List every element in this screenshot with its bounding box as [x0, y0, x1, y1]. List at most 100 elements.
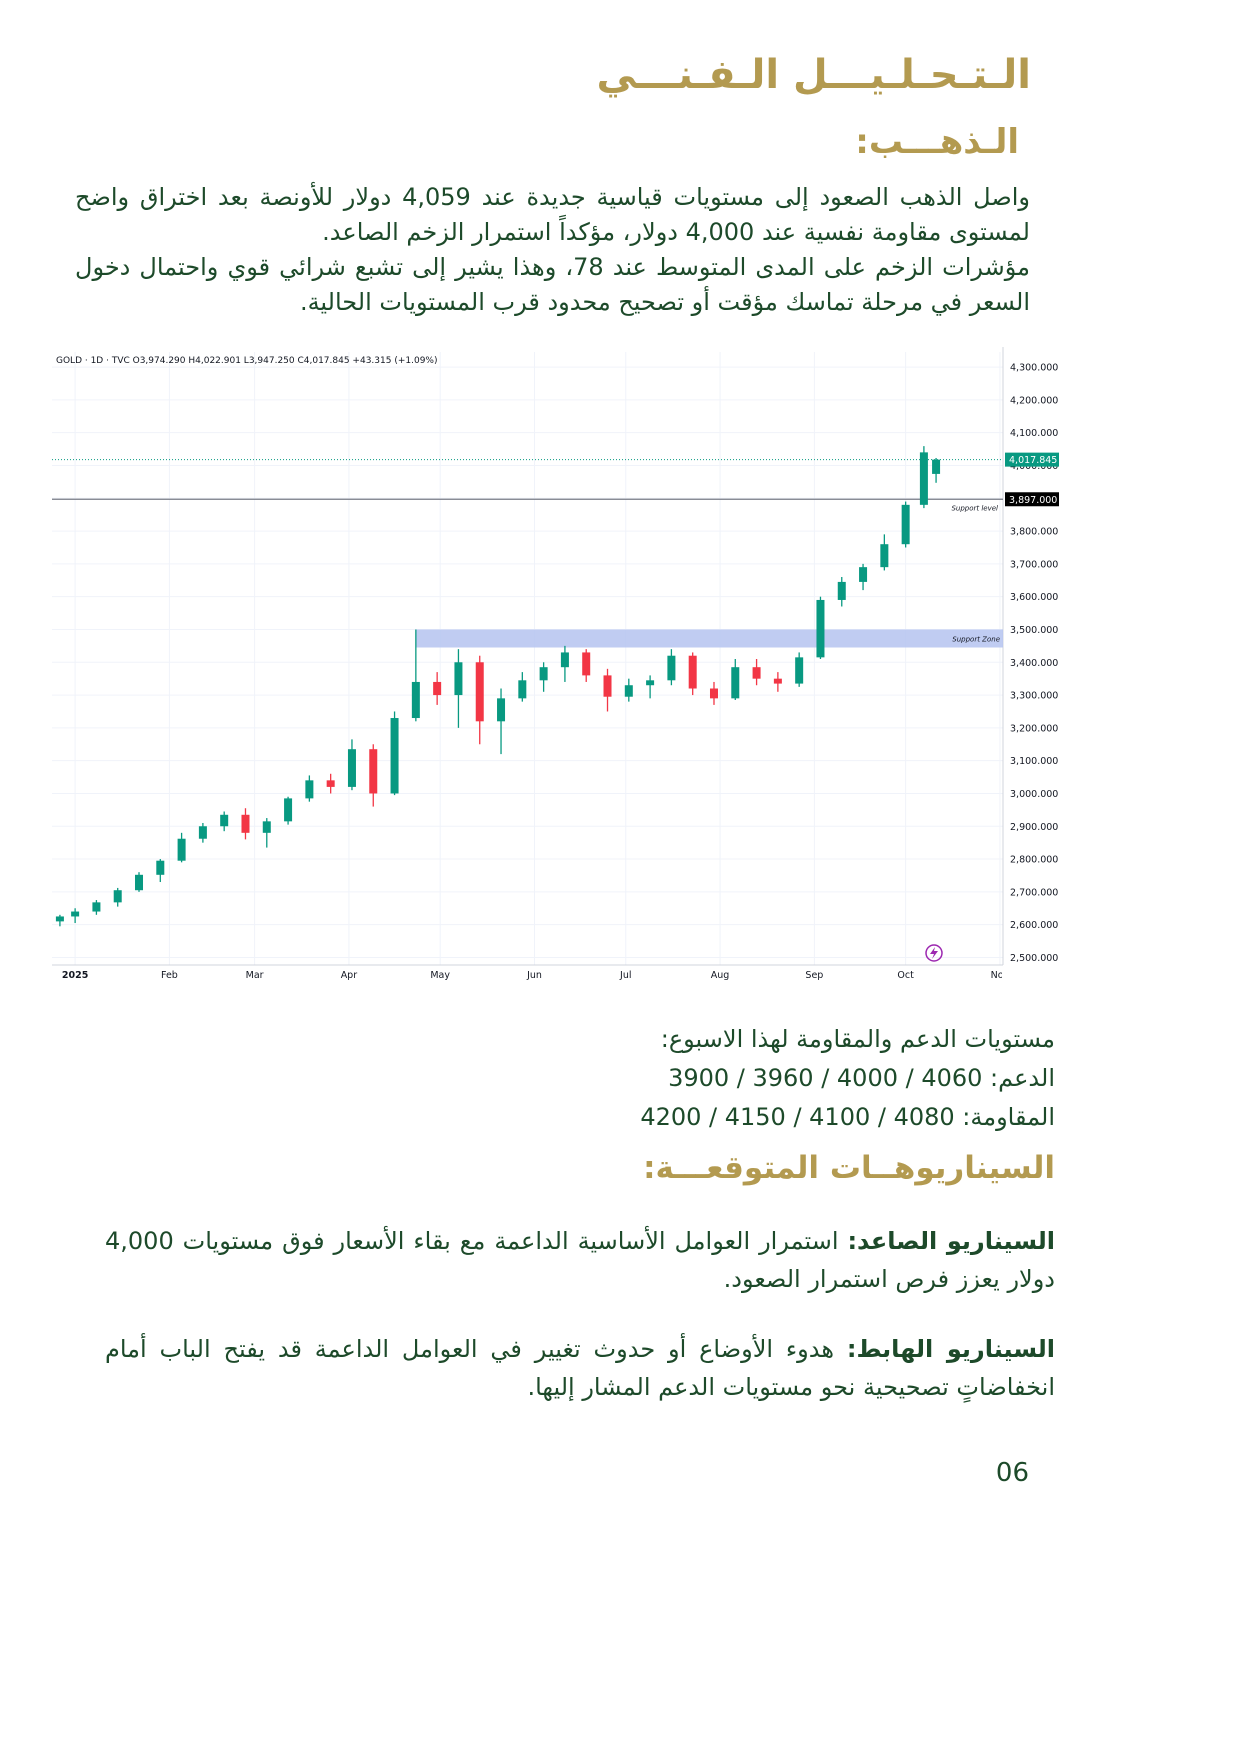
- candle-body: [113, 890, 122, 903]
- candle-body: [709, 688, 718, 699]
- page-number: 06: [995, 1458, 1029, 1488]
- y-tick-label: 2,700.000: [1010, 887, 1058, 898]
- last-price-label: 4,017.845: [1009, 455, 1057, 466]
- y-tick-label: 3,700.000: [1010, 559, 1058, 570]
- page-title: الـتـحـلـيـــل الـفـنـــي: [596, 52, 1031, 98]
- y-tick-label: 2,900.000: [1010, 822, 1058, 833]
- candle-body: [284, 798, 293, 822]
- candle-body: [305, 780, 314, 799]
- scenario-label: السيناريو الصاعد:: [847, 1227, 1055, 1255]
- x-tick-label: Oct: [897, 970, 914, 981]
- y-tick-label: 3,300.000: [1010, 691, 1058, 702]
- support-levels: الدعم: 4060 / 4000 / 3960 / 3900: [668, 1064, 1055, 1092]
- candle-body: [220, 814, 229, 827]
- paragraph: مؤشرات الزخم على المدى المتوسط عند 78، و…: [75, 253, 1030, 316]
- scenario-body: هدوء الأوضاع أو حدوث تغيير في العوامل ال…: [105, 1335, 1055, 1401]
- support-price-label: 3,897.000: [1009, 495, 1057, 506]
- x-tick-label: Jun: [526, 970, 542, 981]
- scenario-body: استمرار العوامل الأساسية الداعمة مع بقاء…: [105, 1227, 1055, 1293]
- candle-body: [177, 838, 186, 861]
- scenario: السيناريو الهابط: هدوء الأوضاع أو حدوث ت…: [105, 1330, 1055, 1406]
- y-tick-label: 3,200.000: [1010, 723, 1058, 734]
- candle-body: [539, 667, 548, 681]
- candle-body: [560, 652, 569, 668]
- candle-body: [241, 814, 250, 833]
- chart: 2,500.000 2,600.000 2,700.000 2,800.000 2,90…: [40, 345, 1070, 990]
- y-tick-label: 2,800.000: [1010, 855, 1058, 866]
- candle-body: [55, 916, 64, 922]
- y-tick-label: 3,400.000: [1010, 658, 1058, 669]
- y-tick-label: 3,500.000: [1010, 625, 1058, 636]
- paragraph: واصل الذهب الصعود إلى مستويات قياسية جدي…: [75, 183, 1030, 246]
- candle-body: [156, 860, 165, 875]
- candle-body: [603, 675, 612, 697]
- y-tick-label: 3,100.000: [1010, 756, 1058, 767]
- candle-body: [390, 718, 399, 794]
- x-tick-label: May: [430, 970, 450, 981]
- y-tick-label: 3,800.000: [1010, 527, 1058, 538]
- candle-body: [92, 902, 101, 912]
- candle-body: [454, 662, 463, 696]
- candle-body: [646, 680, 655, 686]
- levels-heading: مستويات الدعم والمقاومة لهذا الاسبوع:: [660, 1025, 1055, 1053]
- x-tick-label: Sep: [805, 970, 823, 981]
- chart-background: [40, 345, 1070, 990]
- candle-body: [752, 667, 761, 679]
- resistance-levels: المقاومة: 4080 / 4100 / 4150 / 4200: [640, 1103, 1055, 1131]
- candle-body: [582, 652, 591, 676]
- candle-body: [411, 681, 420, 719]
- support-zone-label: Support Zone: [952, 635, 1000, 643]
- support-line-label: Support level: [951, 504, 998, 512]
- price-tag: [1005, 452, 1059, 467]
- section-title: الـذهـــب:: [855, 122, 1019, 162]
- candle-body: [932, 459, 941, 474]
- scenario-label: السيناريو الهابط:: [846, 1335, 1055, 1363]
- scenario-text: السيناريو الصاعد: استمرار العوامل الأساس…: [105, 1222, 1055, 1298]
- x-tick-label: Jul: [619, 970, 631, 981]
- candle-body: [135, 874, 144, 891]
- intro: واصل الذهب الصعود إلى مستويات قياسية جدي…: [75, 180, 1030, 320]
- levels: مستويات الدعم والمقاومة لهذا الاسبوع: ال…: [640, 1020, 1055, 1137]
- x-tick-label: Nov: [991, 970, 1010, 981]
- candle-body: [795, 657, 804, 684]
- y-tick-label: 2,600.000: [1010, 920, 1058, 931]
- candle-body: [880, 544, 889, 568]
- candle-body: [497, 698, 506, 722]
- chart-header: GOLD · 1D · TVC O3,974.290 H4,022.901 L3…: [56, 356, 437, 366]
- x-tick-label: Mar: [246, 970, 264, 981]
- candle-body: [198, 826, 207, 839]
- candle-body: [624, 685, 633, 697]
- price-tag: [1005, 492, 1059, 507]
- x-tick-label: Aug: [711, 970, 730, 981]
- y-tick-label: 4,100.000: [1010, 428, 1058, 439]
- candle-body: [773, 678, 782, 684]
- flash-icon: [925, 944, 943, 962]
- candle-body: [71, 911, 80, 917]
- candle-body: [688, 655, 697, 689]
- candle-body: [919, 452, 928, 505]
- y-tick-label: 3,600.000: [1010, 592, 1058, 603]
- scenario-text: السيناريو الهابط: هدوء الأوضاع أو حدوث ت…: [105, 1330, 1055, 1406]
- candle-body: [667, 655, 676, 681]
- x-tick-label: Apr: [341, 970, 358, 981]
- candle-body: [347, 749, 356, 787]
- candle-body: [518, 680, 527, 699]
- candle-body: [369, 749, 378, 794]
- candle-body: [731, 667, 740, 699]
- scenario: السيناريو الصاعد: استمرار العوامل الأساس…: [105, 1222, 1055, 1298]
- y-tick-label: 3,000.000: [1010, 789, 1058, 800]
- support-zone: [415, 629, 1003, 648]
- candle-body: [433, 681, 442, 696]
- y-tick-label: 4,300.000: [1010, 363, 1058, 374]
- candle-body: [475, 662, 484, 722]
- x-tick-label: Feb: [161, 970, 178, 981]
- candle-body: [816, 599, 825, 658]
- scenarios-heading: السيناريوهــات المتوقعـــة:: [643, 1150, 1055, 1186]
- y-tick-label: 2,500.000: [1010, 953, 1058, 964]
- y-tick-label: 4,200.000: [1010, 395, 1058, 406]
- x-tick-label: 2025: [62, 970, 88, 981]
- candle-body: [326, 780, 335, 787]
- candle-body: [901, 504, 910, 545]
- candle-body: [837, 581, 846, 600]
